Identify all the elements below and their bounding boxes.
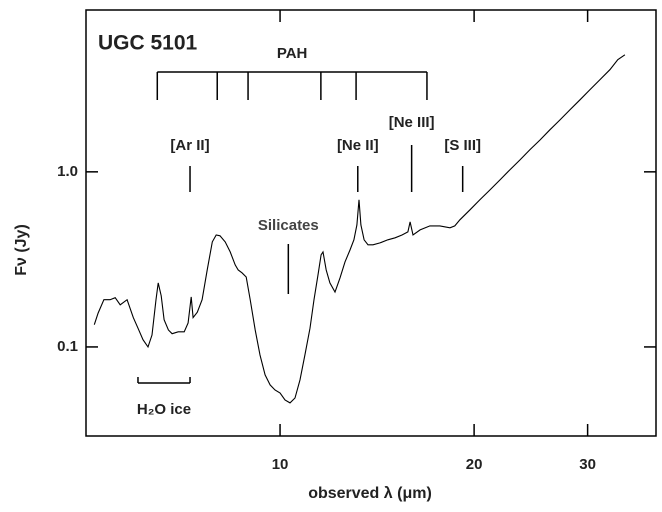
plot-frame [85,9,657,437]
y-tick-label: 1.0 [57,163,78,180]
ice-label: H₂O ice [137,401,191,418]
feature-label: [Ne II] [337,137,379,154]
feature-label: [Ne III] [389,114,435,131]
y-axis-label: Fν (Jy) [13,224,30,276]
chart-title: UGC 5101 [98,32,198,55]
feature-label: [S III] [444,137,481,154]
spectrum-line [93,54,626,404]
y-tick-label: 0.1 [57,338,78,355]
x-tick-label: 30 [579,456,596,473]
x-tick-label: 20 [466,456,483,473]
x-tick-label: 10 [272,456,289,473]
pah-label: PAH [277,45,308,62]
feature-label: Silicates [258,217,319,234]
x-axis-label: observed λ (μm) [308,485,432,502]
feature-label: [Ar II] [170,137,209,154]
